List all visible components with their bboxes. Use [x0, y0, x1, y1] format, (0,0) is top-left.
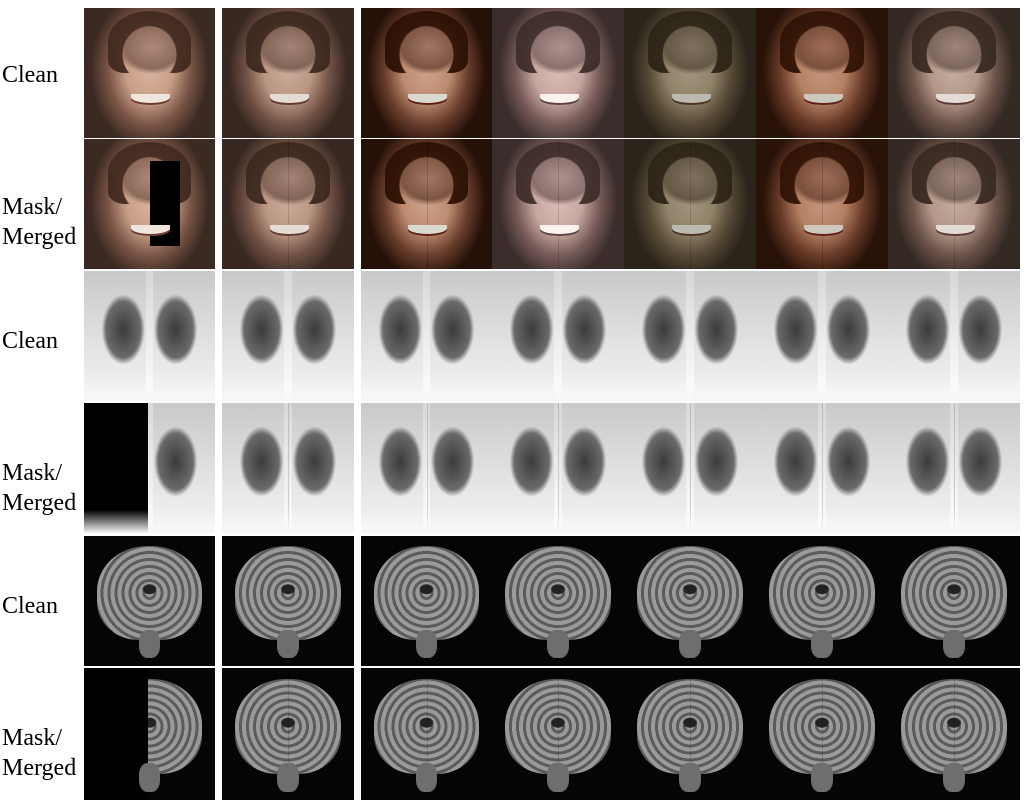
merge-seam	[954, 668, 955, 800]
mask-region	[150, 161, 180, 246]
brain-clean-image-col-2	[222, 536, 354, 666]
xray-clean-image-col-7	[888, 271, 1020, 401]
merge-seam	[288, 139, 289, 269]
face-merged-image-col-5	[624, 139, 756, 269]
face-clean-image-col-3	[361, 8, 492, 138]
mask-region	[84, 403, 148, 533]
xray-merged-image-col-6	[756, 403, 888, 533]
xray-clean-image-col-2	[222, 271, 354, 401]
face-merged-image-col-7	[888, 139, 1020, 269]
face-merged-image-col-1	[84, 139, 215, 269]
merge-seam	[822, 403, 823, 533]
merge-seam	[426, 139, 428, 269]
merge-seam	[690, 403, 691, 533]
xray-clean-image-col-5	[624, 271, 756, 401]
row-label-face-clean: Clean	[2, 60, 58, 90]
face-clean-image-col-4	[492, 8, 624, 138]
merge-seam	[558, 403, 559, 533]
label-line: Mask/	[2, 460, 62, 486]
xray-clean-image-col-3	[361, 271, 492, 401]
brain-merged-image-col-6	[756, 668, 888, 800]
brain-clean-image-col-4	[492, 536, 624, 666]
merge-seam	[690, 668, 691, 800]
brain-clean-image-col-5	[624, 536, 756, 666]
row-label-face-mask-merged: Mask/ Merged	[2, 192, 76, 252]
face-merged-image-col-6	[756, 139, 888, 269]
merge-seam	[954, 403, 955, 533]
brain-merged-image-col-1	[84, 668, 215, 800]
row-label-brain-mask-merged: Mask/ Merged	[2, 723, 76, 783]
merge-seam	[954, 139, 955, 269]
row-label-xray-clean: Clean	[2, 326, 58, 356]
label-line: Clean	[2, 62, 58, 88]
brain-clean-image-col-7	[888, 536, 1020, 666]
xray-merged-image-col-3	[361, 403, 492, 533]
merge-seam	[288, 403, 289, 533]
brain-merged-image-col-3	[361, 668, 492, 800]
face-clean-image-col-6	[756, 8, 888, 138]
face-clean-image-col-5	[624, 8, 756, 138]
row-label-xray-mask-merged: Mask/ Merged	[2, 458, 76, 518]
face-clean-image-col-7	[888, 8, 1020, 138]
merge-seam	[558, 139, 559, 269]
xray-clean-image-col-4	[492, 271, 624, 401]
merge-seam	[426, 403, 428, 533]
label-line: Merged	[2, 224, 77, 250]
face-merged-image-col-3	[361, 139, 492, 269]
xray-merged-image-col-4	[492, 403, 624, 533]
brain-merged-image-col-2	[222, 668, 354, 800]
label-line: Merged	[2, 490, 77, 516]
label-line: Mask/	[2, 725, 62, 751]
xray-merged-image-col-7	[888, 403, 1020, 533]
row-label-brain-clean: Clean	[2, 591, 58, 621]
xray-merged-image-col-1	[84, 403, 215, 533]
merge-seam	[822, 668, 823, 800]
brain-clean-image-col-1	[84, 536, 215, 666]
brain-merged-image-col-5	[624, 668, 756, 800]
label-line: Clean	[2, 593, 58, 619]
merge-seam	[426, 668, 428, 800]
label-line: Merged	[2, 755, 77, 781]
brain-clean-image-col-6	[756, 536, 888, 666]
face-clean-image-col-1	[84, 8, 215, 138]
merge-seam	[690, 139, 691, 269]
merge-seam	[288, 668, 289, 800]
xray-merged-image-col-2	[222, 403, 354, 533]
label-line: Clean	[2, 328, 58, 354]
merge-seam	[558, 668, 559, 800]
brain-merged-image-col-4	[492, 668, 624, 800]
xray-clean-image-col-6	[756, 271, 888, 401]
brain-merged-image-col-7	[888, 668, 1020, 800]
merge-seam	[822, 139, 823, 269]
mask-region	[84, 668, 148, 800]
xray-merged-image-col-5	[624, 403, 756, 533]
label-line: Mask/	[2, 194, 62, 220]
face-merged-image-col-4	[492, 139, 624, 269]
face-clean-image-col-2	[222, 8, 354, 138]
brain-clean-image-col-3	[361, 536, 492, 666]
xray-clean-image-col-1	[84, 271, 215, 401]
face-merged-image-col-2	[222, 139, 354, 269]
